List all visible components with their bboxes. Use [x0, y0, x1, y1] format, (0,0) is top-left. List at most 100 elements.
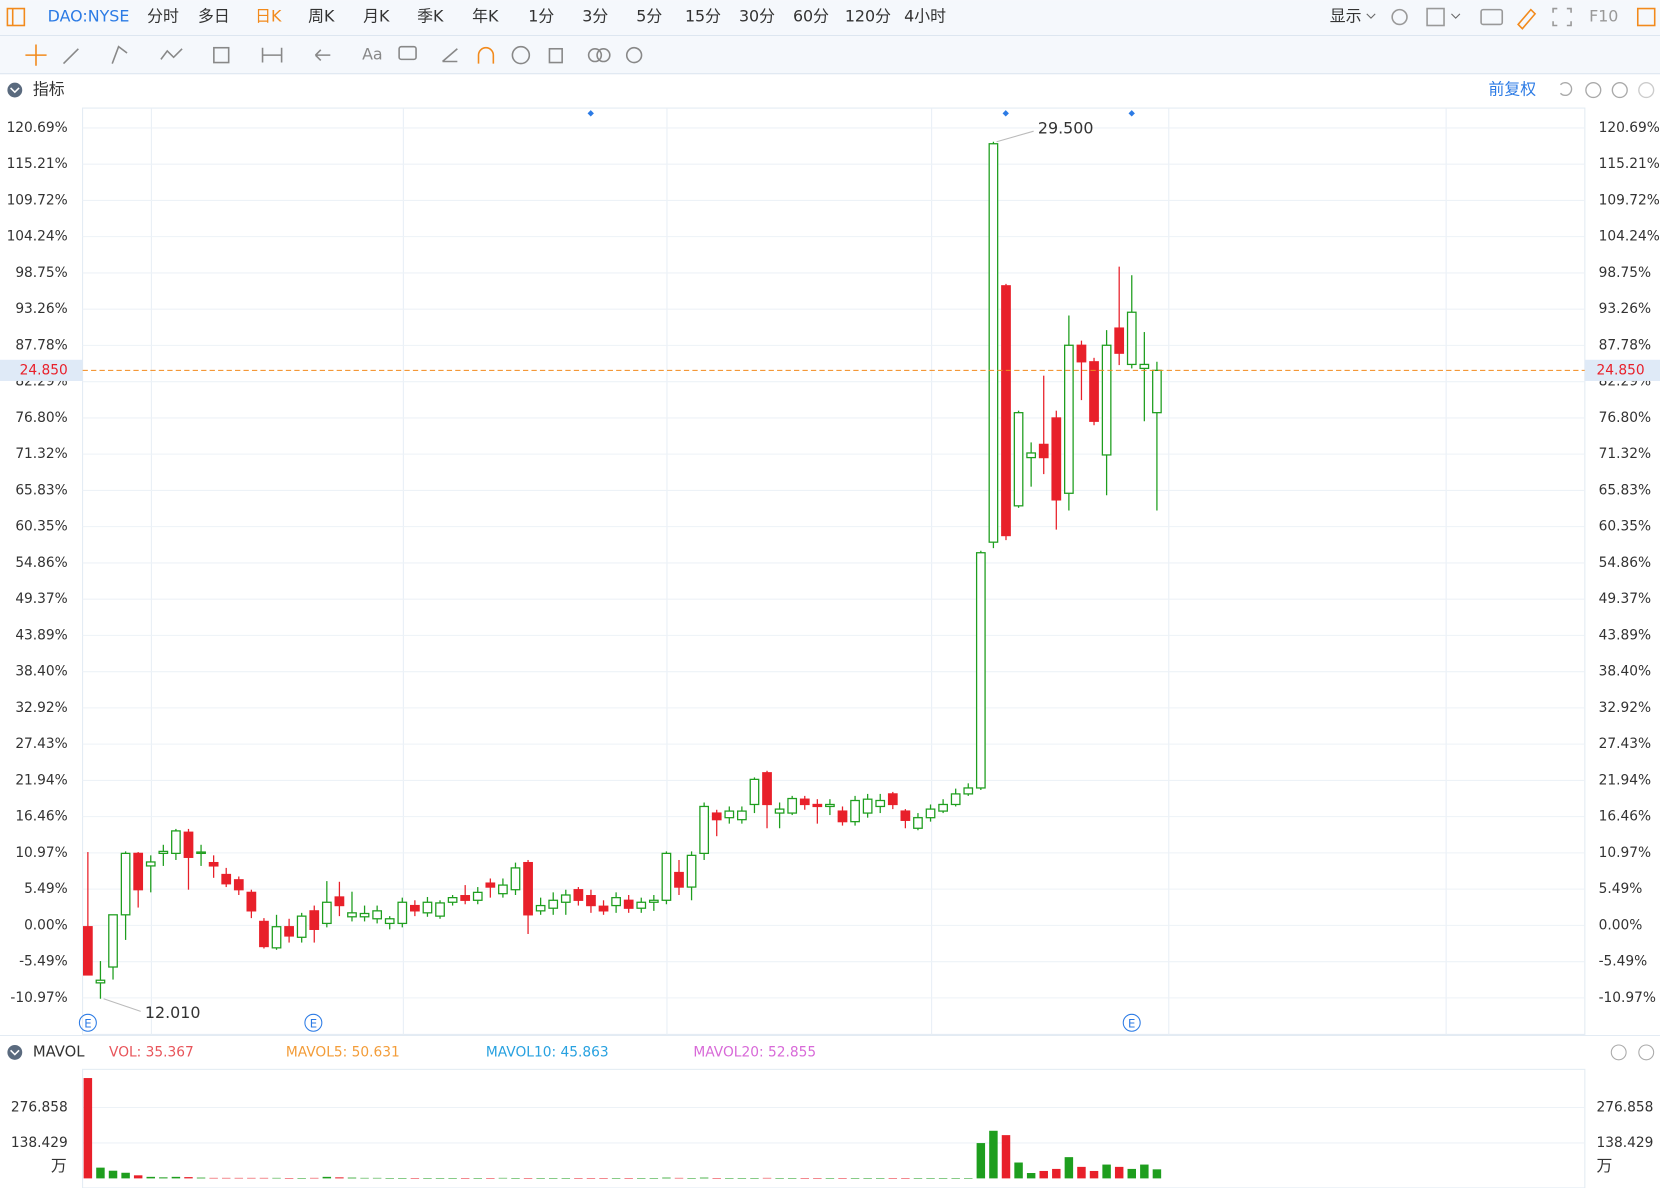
indicator-title[interactable]: 指标: [33, 80, 65, 99]
candle-body: [95, 979, 106, 984]
candle-body: [460, 895, 471, 901]
candle-body: [674, 871, 684, 888]
camera-icon[interactable]: [1480, 8, 1504, 26]
collapse-icon[interactable]: [7, 1044, 23, 1060]
settings-icon[interactable]: [1391, 8, 1408, 26]
candle-body: [686, 854, 697, 888]
volume-bar: [536, 1178, 545, 1179]
candle-body: [233, 879, 244, 891]
period-tab[interactable]: 月K: [363, 7, 390, 26]
line-tool[interactable]: [62, 48, 79, 65]
layout-icon[interactable]: [1426, 7, 1445, 27]
range-tool[interactable]: [261, 47, 283, 63]
panel-toggle[interactable]: [1636, 7, 1656, 27]
period-tab[interactable]: 年K: [472, 7, 499, 26]
period-tab[interactable]: 3分: [582, 7, 608, 26]
y-tick-label-right: 65.83%: [1599, 482, 1651, 498]
y-tick-label: 38.40%: [15, 664, 67, 680]
volume-bar: [410, 1178, 420, 1179]
volume-bar: [674, 1177, 684, 1179]
volume-bar: [347, 1177, 357, 1179]
volume-bar: [498, 1177, 508, 1179]
adjust-mode[interactable]: 前复权: [1488, 80, 1536, 99]
close-pane[interactable]: [1610, 1044, 1627, 1061]
volume-bar: [775, 1178, 784, 1179]
period-tab[interactable]: 30分: [739, 7, 775, 26]
pane-settings[interactable]: [1638, 1044, 1655, 1061]
zoom-in-icon[interactable]: [1611, 81, 1628, 99]
period-tab[interactable]: 季K: [417, 7, 444, 26]
candle-body: [296, 915, 307, 938]
measure-tool[interactable]: [213, 46, 230, 64]
delete-tool[interactable]: [548, 47, 563, 64]
volume-bar: [398, 1178, 407, 1179]
candle-body: [510, 867, 521, 891]
drawing-tools: [25, 44, 643, 66]
candle-body: [259, 920, 269, 948]
candle-body: [900, 810, 911, 821]
comment-tool[interactable]: [398, 45, 417, 61]
volume-bar: [448, 1178, 457, 1179]
period-tab[interactable]: 日K: [255, 7, 282, 26]
tool-settings[interactable]: [625, 46, 643, 64]
volume-bar: [234, 1177, 244, 1179]
last-price-box-right: [1584, 359, 1660, 381]
y-tick-label-right: 5.49%: [1599, 881, 1643, 897]
volume-bar: [1014, 1162, 1023, 1179]
volume-bar: [96, 1167, 105, 1179]
period-tab[interactable]: 15分: [685, 7, 721, 26]
volume-bar: [473, 1178, 482, 1179]
candle-body: [196, 851, 206, 855]
symbol[interactable]: DAO:NYSE: [48, 7, 130, 26]
period-tab[interactable]: 5分: [636, 7, 662, 26]
candle-body: [975, 552, 986, 789]
candle-body: [1064, 344, 1074, 494]
zoom-out-icon[interactable]: [1585, 81, 1602, 99]
candle-body: [850, 799, 860, 823]
candle-body: [611, 897, 621, 907]
period-tab[interactable]: 1分: [528, 7, 554, 26]
magnet-tool[interactable]: [477, 47, 495, 64]
arrow-tool[interactable]: [314, 49, 331, 61]
volume-bar: [926, 1178, 935, 1179]
candle-body: [447, 897, 458, 903]
pitchfork-tool[interactable]: [111, 45, 128, 64]
volume-bar: [762, 1177, 772, 1179]
y-tick-label: 65.83%: [15, 482, 67, 498]
compare-tool[interactable]: [587, 47, 603, 63]
period-tab[interactable]: 120分: [845, 7, 891, 26]
volume-bar: [662, 1177, 671, 1179]
volume-bar: [385, 1178, 394, 1179]
pane-settings[interactable]: [1638, 81, 1655, 99]
undo-icon[interactable]: [1559, 82, 1573, 97]
hide-tool[interactable]: [511, 45, 531, 65]
earnings-markers: [78, 1013, 1141, 1032]
candle-body: [347, 912, 357, 918]
period-tab[interactable]: 4小时: [904, 7, 946, 26]
display-menu[interactable]: 显示: [1330, 7, 1362, 26]
sidebar-toggle[interactable]: [6, 7, 26, 27]
wave-tool[interactable]: [160, 48, 183, 60]
period-tab[interactable]: 周K: [308, 7, 335, 26]
collapse-icon[interactable]: [7, 82, 23, 98]
candle-body: [1152, 369, 1162, 414]
main-pane: [82, 107, 1586, 1035]
text-tool[interactable]: Aa: [362, 45, 383, 64]
volume-bar: [574, 1178, 583, 1179]
candle-body: [913, 817, 923, 829]
f10-button[interactable]: F10: [1589, 7, 1618, 26]
pen-icon[interactable]: [1517, 8, 1537, 30]
fullscreen-icon[interactable]: [1552, 7, 1572, 27]
period-tab[interactable]: 多日: [198, 7, 230, 26]
period-tab[interactable]: 分时: [147, 7, 179, 26]
candle-body: [83, 926, 93, 976]
volume-bar: [310, 1177, 319, 1179]
volume-bar: [586, 1178, 596, 1179]
move-tool[interactable]: [25, 44, 47, 66]
angle-tool[interactable]: [442, 48, 458, 63]
volume-bar: [196, 1177, 206, 1179]
y-tick-label: 93.26%: [15, 301, 67, 317]
period-tab[interactable]: 60分: [793, 7, 829, 26]
low-label: 12.010: [145, 1003, 201, 1022]
y-tick-label-right: 54.86%: [1599, 555, 1651, 571]
